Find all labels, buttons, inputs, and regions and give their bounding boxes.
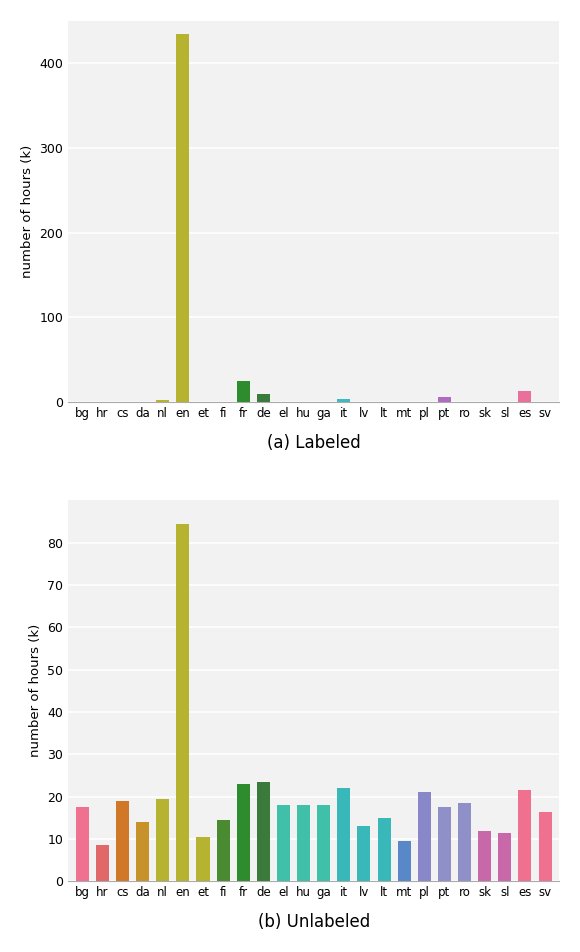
Bar — [498, 833, 512, 882]
Bar — [257, 394, 270, 402]
Bar — [216, 820, 230, 882]
Bar — [438, 807, 451, 882]
Bar — [317, 805, 330, 882]
X-axis label: (a) Labeled: (a) Labeled — [267, 434, 361, 451]
Bar — [297, 805, 310, 882]
Bar — [197, 837, 209, 882]
Bar — [116, 801, 129, 882]
Y-axis label: number of hours (k): number of hours (k) — [21, 145, 34, 278]
Bar — [156, 799, 169, 882]
Bar — [438, 397, 451, 402]
Bar — [277, 805, 290, 882]
Bar — [156, 400, 169, 402]
Bar — [458, 803, 471, 882]
Bar — [519, 391, 531, 402]
Bar — [398, 842, 411, 882]
Y-axis label: number of hours (k): number of hours (k) — [28, 625, 42, 758]
Bar — [338, 400, 350, 402]
Bar — [237, 784, 250, 882]
Bar — [418, 792, 431, 882]
Bar — [136, 823, 149, 882]
Bar — [478, 830, 491, 882]
Bar — [237, 381, 250, 402]
Bar — [357, 826, 371, 882]
Bar — [96, 845, 109, 882]
Bar — [176, 33, 190, 402]
Bar — [378, 818, 390, 882]
Bar — [519, 790, 531, 882]
Bar — [257, 782, 270, 882]
Bar — [176, 524, 190, 882]
Bar — [539, 811, 552, 882]
X-axis label: (b) Unlabeled: (b) Unlabeled — [258, 913, 370, 931]
Bar — [75, 807, 89, 882]
Bar — [338, 788, 350, 882]
